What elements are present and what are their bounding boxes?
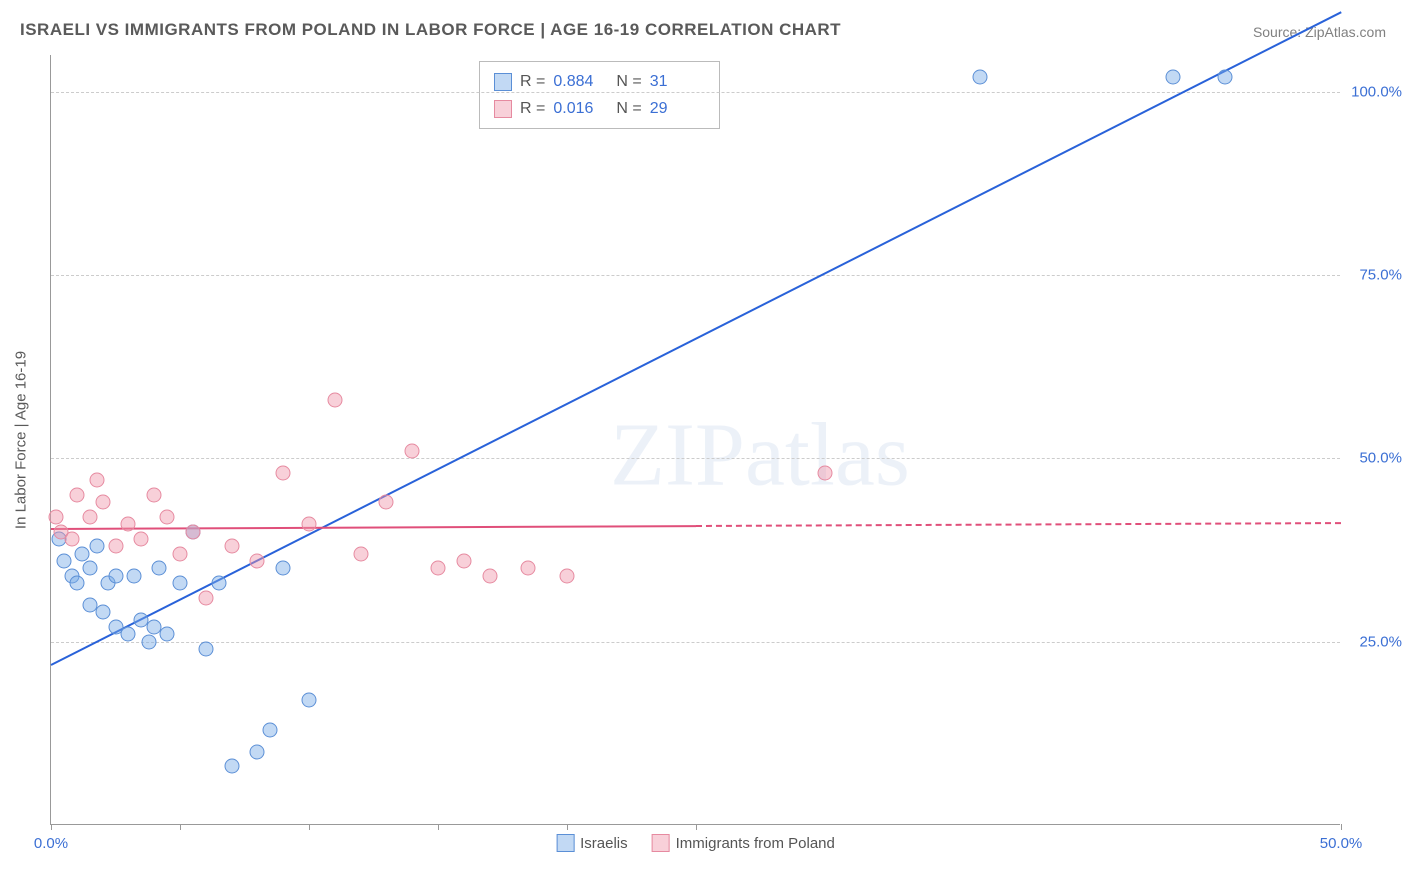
scatter-point xyxy=(818,466,833,481)
scatter-point xyxy=(276,561,291,576)
x-tick-label: 50.0% xyxy=(1320,835,1363,852)
legend-swatch xyxy=(556,834,574,852)
scatter-point xyxy=(74,546,89,561)
scatter-point xyxy=(353,546,368,561)
scatter-point xyxy=(405,444,420,459)
chart-title: ISRAELI VS IMMIGRANTS FROM POLAND IN LAB… xyxy=(20,20,841,40)
scatter-point xyxy=(560,568,575,583)
scatter-point xyxy=(108,568,123,583)
legend-item: Israelis xyxy=(556,834,628,852)
scatter-point xyxy=(49,510,64,525)
scatter-point xyxy=(456,554,471,569)
scatter-point xyxy=(69,576,84,591)
scatter-point xyxy=(431,561,446,576)
scatter-point xyxy=(198,590,213,605)
scatter-point xyxy=(134,532,149,547)
x-tick xyxy=(51,824,52,830)
y-tick-label: 75.0% xyxy=(1359,267,1402,284)
scatter-point xyxy=(160,627,175,642)
scatter-point xyxy=(147,488,162,503)
source-label: Source: ZipAtlas.com xyxy=(1253,24,1386,40)
scatter-point xyxy=(173,546,188,561)
x-tick xyxy=(696,824,697,830)
scatter-point xyxy=(121,627,136,642)
scatter-point xyxy=(482,568,497,583)
scatter-point xyxy=(152,561,167,576)
chart-plot-area: In Labor Force | Age 16-19 ZIPatlas R =0… xyxy=(50,55,1340,825)
scatter-point xyxy=(95,605,110,620)
x-tick xyxy=(438,824,439,830)
scatter-point xyxy=(276,466,291,481)
scatter-point xyxy=(521,561,536,576)
scatter-point xyxy=(1217,70,1232,85)
legend-swatch xyxy=(494,73,512,91)
scatter-point xyxy=(126,568,141,583)
legend-item: Immigrants from Poland xyxy=(652,834,835,852)
trendline xyxy=(51,525,696,530)
r-value: 0.016 xyxy=(553,95,608,122)
scatter-point xyxy=(82,510,97,525)
y-axis-title: In Labor Force | Age 16-19 xyxy=(13,350,30,528)
x-tick xyxy=(180,824,181,830)
scatter-point xyxy=(173,576,188,591)
scatter-point xyxy=(56,554,71,569)
legend-swatch xyxy=(652,834,670,852)
r-label: R = xyxy=(520,95,545,122)
scatter-point xyxy=(250,744,265,759)
scatter-point xyxy=(1166,70,1181,85)
scatter-point xyxy=(327,392,342,407)
scatter-point xyxy=(379,495,394,510)
legend-label: Immigrants from Poland xyxy=(676,835,835,852)
legend-swatch xyxy=(494,100,512,118)
scatter-point xyxy=(90,539,105,554)
scatter-point xyxy=(108,539,123,554)
y-tick-label: 100.0% xyxy=(1351,83,1402,100)
scatter-point xyxy=(64,532,79,547)
watermark: ZIPatlas xyxy=(610,403,910,506)
scatter-point xyxy=(185,524,200,539)
scatter-point xyxy=(302,693,317,708)
scatter-point xyxy=(90,473,105,488)
scatter-point xyxy=(972,70,987,85)
scatter-point xyxy=(302,517,317,532)
x-tick xyxy=(567,824,568,830)
scatter-point xyxy=(224,539,239,554)
n-value: 29 xyxy=(650,95,705,122)
scatter-point xyxy=(142,634,157,649)
series-legend: Israelis Immigrants from Poland xyxy=(556,834,835,852)
n-label: N = xyxy=(616,95,641,122)
scatter-point xyxy=(95,495,110,510)
scatter-point xyxy=(263,722,278,737)
y-tick-label: 25.0% xyxy=(1359,633,1402,650)
trendline xyxy=(696,522,1341,527)
gridline xyxy=(51,642,1340,643)
scatter-point xyxy=(82,561,97,576)
scatter-point xyxy=(160,510,175,525)
legend-label: Israelis xyxy=(580,835,628,852)
scatter-point xyxy=(69,488,84,503)
scatter-point xyxy=(250,554,265,569)
y-tick-label: 50.0% xyxy=(1359,450,1402,467)
scatter-point xyxy=(198,642,213,657)
correlation-legend-row: R = 0.016 N = 29 xyxy=(494,95,705,122)
x-tick xyxy=(309,824,310,830)
gridline xyxy=(51,92,1340,93)
scatter-point xyxy=(211,576,226,591)
scatter-point xyxy=(224,759,239,774)
correlation-legend: R =0.884N =31R =0.016N =29 xyxy=(479,61,720,129)
gridline xyxy=(51,275,1340,276)
gridline xyxy=(51,458,1340,459)
x-tick-label: 0.0% xyxy=(34,835,68,852)
scatter-point xyxy=(121,517,136,532)
x-tick xyxy=(1341,824,1342,830)
